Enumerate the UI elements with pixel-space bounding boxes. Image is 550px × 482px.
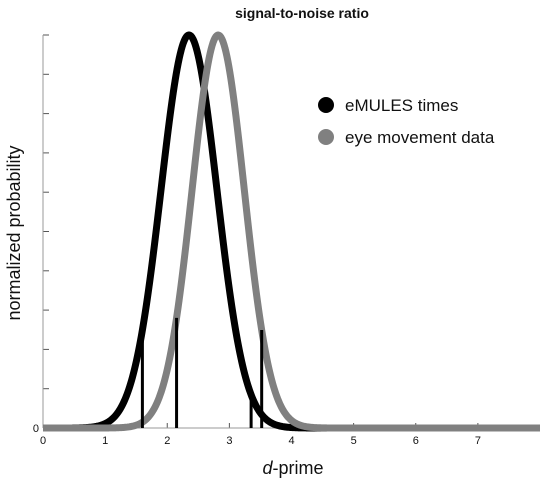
y-tick-label: 0 xyxy=(33,423,39,435)
x-tick-label: 4 xyxy=(288,435,294,447)
series-interval-lines xyxy=(140,317,264,428)
x-tick-label: 6 xyxy=(413,435,419,447)
x-tick-label: 0 xyxy=(40,435,46,447)
legend: eMULES times eye movement data xyxy=(318,96,495,147)
x-tick-label: 1 xyxy=(102,435,108,447)
series-curves xyxy=(40,31,543,432)
x-tick-label: 7 xyxy=(475,435,481,447)
x-axis-title-italic: d xyxy=(262,458,273,478)
y-axis-ticks xyxy=(43,34,49,429)
series-curve-2 xyxy=(40,31,543,432)
x-axis-tick-labels: 0 1 2 3 4 5 6 7 xyxy=(40,435,481,447)
x-tick-label: 5 xyxy=(351,435,357,447)
y-axis-tick-labels: 0 xyxy=(33,423,39,435)
x-axis-title-rest: -prime xyxy=(273,458,324,478)
y-axis-title: normalized probability xyxy=(4,145,24,320)
x-tick-label: 3 xyxy=(226,435,232,447)
legend-label-1: eMULES times xyxy=(345,96,458,115)
x-axis-title: d-prime xyxy=(262,458,323,478)
legend-label-2: eye movement data xyxy=(345,128,495,147)
chart-title: signal-to-noise ratio xyxy=(235,5,369,21)
legend-marker-1 xyxy=(318,97,334,113)
legend-marker-2 xyxy=(318,129,334,145)
x-tick-label: 2 xyxy=(164,435,170,447)
series-curve-1 xyxy=(40,31,543,432)
